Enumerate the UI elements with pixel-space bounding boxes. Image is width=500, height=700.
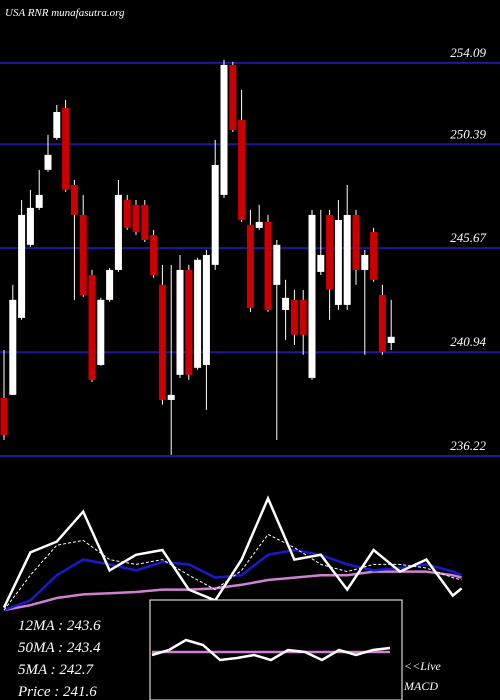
candle-body [53,111,61,138]
y-tick-label: 245.67 [450,230,486,245]
chart-title: USA RNR munafasutra.org [5,7,125,19]
candle-body [229,64,237,131]
indicator-line [3,548,463,612]
candle-body [282,297,290,310]
candle-body [194,259,202,368]
candle-body [97,299,105,365]
candle-body [18,214,26,318]
candle-body [26,207,34,245]
indicator-line [151,638,391,662]
stat-label: 50MA : 243.4 [18,640,101,656]
stat-label: Price : 241.6 [17,684,97,700]
candle-body [343,214,351,305]
candle-body [238,119,246,220]
candle-body [35,194,43,208]
candle-body [114,194,122,270]
candle-body [0,397,8,435]
candle-body [106,269,114,300]
candle-body [264,221,272,310]
indicator-line [3,533,462,611]
candle-body [79,214,87,295]
candle-body [158,284,166,400]
candle-body [299,299,307,335]
candle-body [273,244,281,285]
candle-body [9,299,17,395]
candle-body [246,224,254,308]
candle-body [352,214,360,270]
macd-label: MACD [403,679,438,693]
y-tick-label: 250.39 [450,126,486,141]
candle-body [141,204,149,240]
y-tick-label: 240.94 [450,334,486,349]
y-tick-label: 236.22 [450,438,486,453]
candle-body [123,199,131,228]
candle-body [211,164,219,265]
candle-body [150,234,158,275]
candle-body [132,204,140,232]
candle-body [44,154,52,170]
stat-label: 5MA : 242.7 [18,662,95,678]
candle-body [334,219,342,305]
candle-body [70,185,78,215]
stat-label: 12MA : 243.6 [18,618,101,634]
candle-body [176,269,184,375]
candle-body [387,336,395,343]
macd-box [149,599,403,700]
candle-body [202,254,210,365]
candle-body [308,214,316,378]
candle-body [317,254,325,272]
candle-body [185,269,193,375]
candle-body [370,231,378,280]
candle-body [378,294,386,352]
y-tick-label: 254.09 [450,45,486,60]
macd-label: <<Live [404,659,442,673]
candle-body [88,274,96,380]
candle-body [326,214,334,290]
candle-body [220,64,228,195]
candle-body [290,299,298,335]
candle-body [167,394,175,400]
indicator-line [2,495,463,609]
candle-body [62,108,70,190]
candle-body [255,221,263,228]
candle-body [361,254,369,270]
